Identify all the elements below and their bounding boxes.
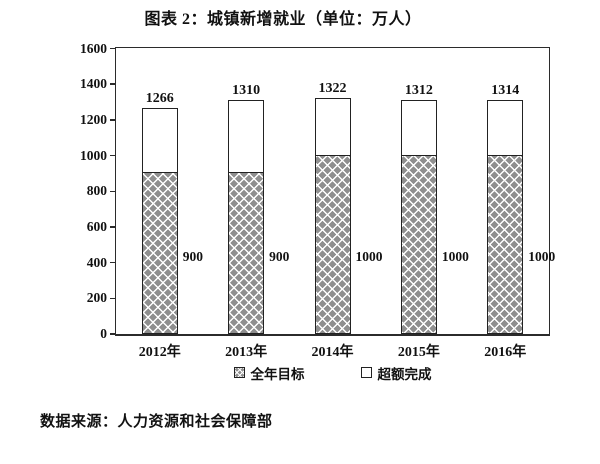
- bar-total-label: 1266: [145, 91, 174, 107]
- bar-target-segment: [229, 172, 264, 333]
- y-axis-tick: [110, 333, 115, 335]
- bar-target-segment: [142, 172, 177, 333]
- y-axis-label: 800: [86, 183, 107, 199]
- y-axis-label: 1000: [80, 147, 107, 163]
- bar-group: [400, 99, 437, 334]
- x-axis-label: 2015年: [397, 345, 440, 360]
- bar-group: [141, 108, 178, 334]
- bar-target-label: 1000: [441, 249, 469, 264]
- y-axis-tick: [110, 119, 115, 121]
- y-axis-tick: [110, 226, 115, 228]
- bar-total-label: 1310: [232, 83, 261, 99]
- y-axis-label: 200: [86, 290, 107, 306]
- bar-total-label: 1322: [318, 81, 347, 97]
- legend-label: 超额完成: [377, 366, 432, 382]
- bar-group: [314, 98, 351, 334]
- bar-target-segment: [401, 154, 436, 333]
- bar-group: [228, 100, 265, 334]
- bar-group: [487, 99, 524, 334]
- source-note: 数据来源：人力资源和社会保障部: [40, 414, 273, 430]
- y-axis-label: 600: [86, 218, 107, 234]
- legend-label: 全年目标: [250, 366, 305, 382]
- bar-target-label: 900: [269, 249, 290, 264]
- x-axis-label: 2012年: [138, 345, 181, 360]
- y-axis-tick: [110, 297, 115, 300]
- legend: 全年目标 超额完成: [115, 363, 550, 383]
- bar-total-label: 1314: [491, 82, 520, 98]
- y-axis-label: 1600: [80, 40, 107, 56]
- bar-target-label: 900: [182, 249, 203, 264]
- y-axis-label: 0: [100, 326, 107, 341]
- y-axis-tick: [110, 261, 115, 264]
- y-axis-label: 1400: [80, 76, 107, 92]
- bar-target-label: 1000: [528, 249, 556, 264]
- y-axis-tick: [110, 190, 115, 192]
- y-axis-tick: [110, 47, 115, 50]
- bar-target-segment: [488, 154, 523, 333]
- white-swatch-icon: [360, 367, 372, 378]
- hatched-swatch-icon: [233, 367, 245, 378]
- chart-title: 图表 2：城镇新增就业（单位：万人）: [144, 11, 422, 28]
- y-axis-tick: [110, 83, 115, 85]
- y-axis-tick: [110, 154, 115, 157]
- bar-target-label: 1000: [355, 249, 383, 264]
- legend-item-extra: 超额完成: [360, 363, 432, 383]
- x-axis-label: 2016年: [484, 345, 527, 360]
- bar-total-label: 1312: [404, 82, 433, 98]
- y-axis-label: 400: [86, 254, 107, 270]
- x-axis-label: 2013年: [225, 345, 268, 360]
- bar-target-segment: [315, 154, 350, 333]
- legend-item-target: 全年目标: [233, 363, 305, 383]
- x-axis-label: 2014年: [311, 345, 354, 360]
- y-axis-label: 1200: [80, 111, 107, 127]
